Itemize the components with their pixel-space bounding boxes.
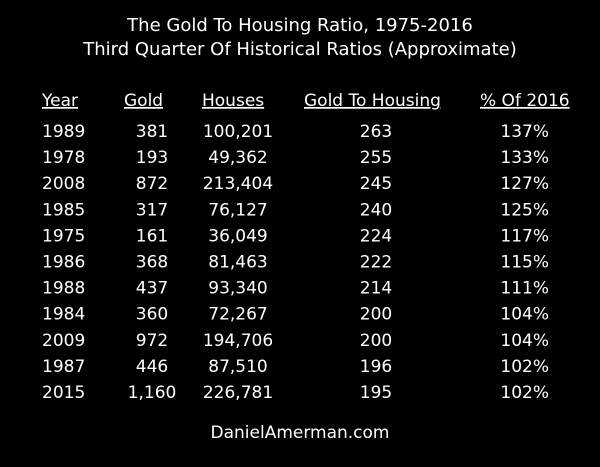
cell-gold-to-housing: 195 [360, 383, 392, 403]
cell-year: 1988 [42, 279, 85, 299]
header-houses: Houses [202, 91, 264, 111]
cell-gold: 1,160 [128, 383, 177, 403]
cell-houses: 72,267 [208, 305, 267, 325]
cell-year: 1989 [42, 122, 85, 142]
table-row: 1987 446 87,510 196 102% [42, 357, 549, 377]
cell-houses: 76,127 [208, 200, 267, 220]
cell-houses: 213,404 [203, 174, 273, 194]
chart-subtitle: Third Quarter Of Historical Ratios (Appr… [83, 39, 517, 60]
cell-houses: 93,340 [208, 279, 267, 299]
cell-gold-to-housing: 224 [360, 226, 392, 246]
table-row: 1986 368 81,463 222 115% [42, 253, 549, 273]
cell-gold-to-housing: 196 [360, 357, 392, 377]
cell-pct-of-2016: 133% [500, 148, 549, 168]
cell-pct-of-2016: 137% [500, 122, 549, 142]
cell-houses: 36,049 [208, 226, 267, 246]
cell-gold-to-housing: 214 [360, 279, 392, 299]
cell-year: 2008 [42, 174, 85, 194]
cell-gold: 446 [136, 357, 168, 377]
cell-gold: 872 [136, 174, 168, 194]
cell-pct-of-2016: 102% [500, 357, 549, 377]
cell-year: 1985 [42, 200, 85, 220]
cell-houses: 100,201 [203, 122, 273, 142]
cell-year: 1975 [42, 226, 85, 246]
cell-gold-to-housing: 222 [360, 253, 392, 273]
cell-pct-of-2016: 127% [500, 174, 549, 194]
cell-gold-to-housing: 200 [360, 331, 392, 351]
cell-year: 1987 [42, 357, 85, 377]
cell-houses: 49,362 [208, 148, 267, 168]
cell-gold: 193 [136, 148, 168, 168]
cell-gold: 368 [136, 253, 168, 273]
cell-pct-of-2016: 104% [500, 331, 549, 351]
cell-gold-to-housing: 200 [360, 305, 392, 325]
cell-year: 2015 [42, 383, 85, 403]
cell-gold: 360 [136, 305, 168, 325]
cell-houses: 81,463 [208, 253, 267, 273]
table-row: 1988 437 93,340 214 111% [42, 279, 549, 299]
cell-gold-to-housing: 263 [360, 122, 392, 142]
footer-site-name: DanielAmerman.com [210, 423, 390, 443]
cell-gold-to-housing: 240 [360, 200, 392, 220]
cell-year: 2009 [42, 331, 85, 351]
cell-pct-of-2016: 102% [500, 383, 549, 403]
cell-gold: 437 [136, 279, 168, 299]
header-year: Year [41, 91, 78, 111]
cell-houses: 87,510 [208, 357, 267, 377]
cell-gold: 381 [136, 122, 168, 142]
table-row: 1984 360 72,267 200 104% [42, 305, 549, 325]
table-row: 2009 972 194,706 200 104% [42, 331, 549, 351]
cell-pct-of-2016: 104% [500, 305, 549, 325]
header-pct-of-2016: % Of 2016 [480, 91, 570, 111]
cell-gold: 972 [136, 331, 168, 351]
cell-houses: 194,706 [203, 331, 273, 351]
header-gold-to-housing: Gold To Housing [304, 91, 441, 111]
table-row: 2008 872 213,404 245 127% [42, 174, 549, 194]
chart-title: The Gold To Housing Ratio, 1975-2016 [127, 15, 473, 36]
table-row: 1985 317 76,127 240 125% [42, 200, 549, 220]
header-gold: Gold [124, 91, 163, 111]
cell-houses: 226,781 [203, 383, 273, 403]
cell-year: 1986 [42, 253, 85, 273]
cell-gold-to-housing: 245 [360, 174, 392, 194]
cell-gold-to-housing: 255 [360, 148, 392, 168]
cell-pct-of-2016: 117% [500, 226, 549, 246]
title-block: The Gold To Housing Ratio, 1975-2016 Thi… [0, 14, 600, 62]
cell-pct-of-2016: 115% [500, 253, 549, 273]
table-row: 1978 193 49,362 255 133% [42, 148, 549, 168]
cell-gold: 161 [136, 226, 168, 246]
table-row: 1975 161 36,049 224 117% [42, 226, 549, 246]
cell-gold: 317 [136, 200, 168, 220]
table-row: 1989 381 100,201 263 137% [42, 122, 549, 142]
cell-year: 1984 [42, 305, 85, 325]
cell-pct-of-2016: 125% [500, 200, 549, 220]
cell-pct-of-2016: 111% [500, 279, 549, 299]
cell-year: 1978 [42, 148, 85, 168]
table-row: 2015 1,160 226,781 195 102% [42, 383, 549, 403]
